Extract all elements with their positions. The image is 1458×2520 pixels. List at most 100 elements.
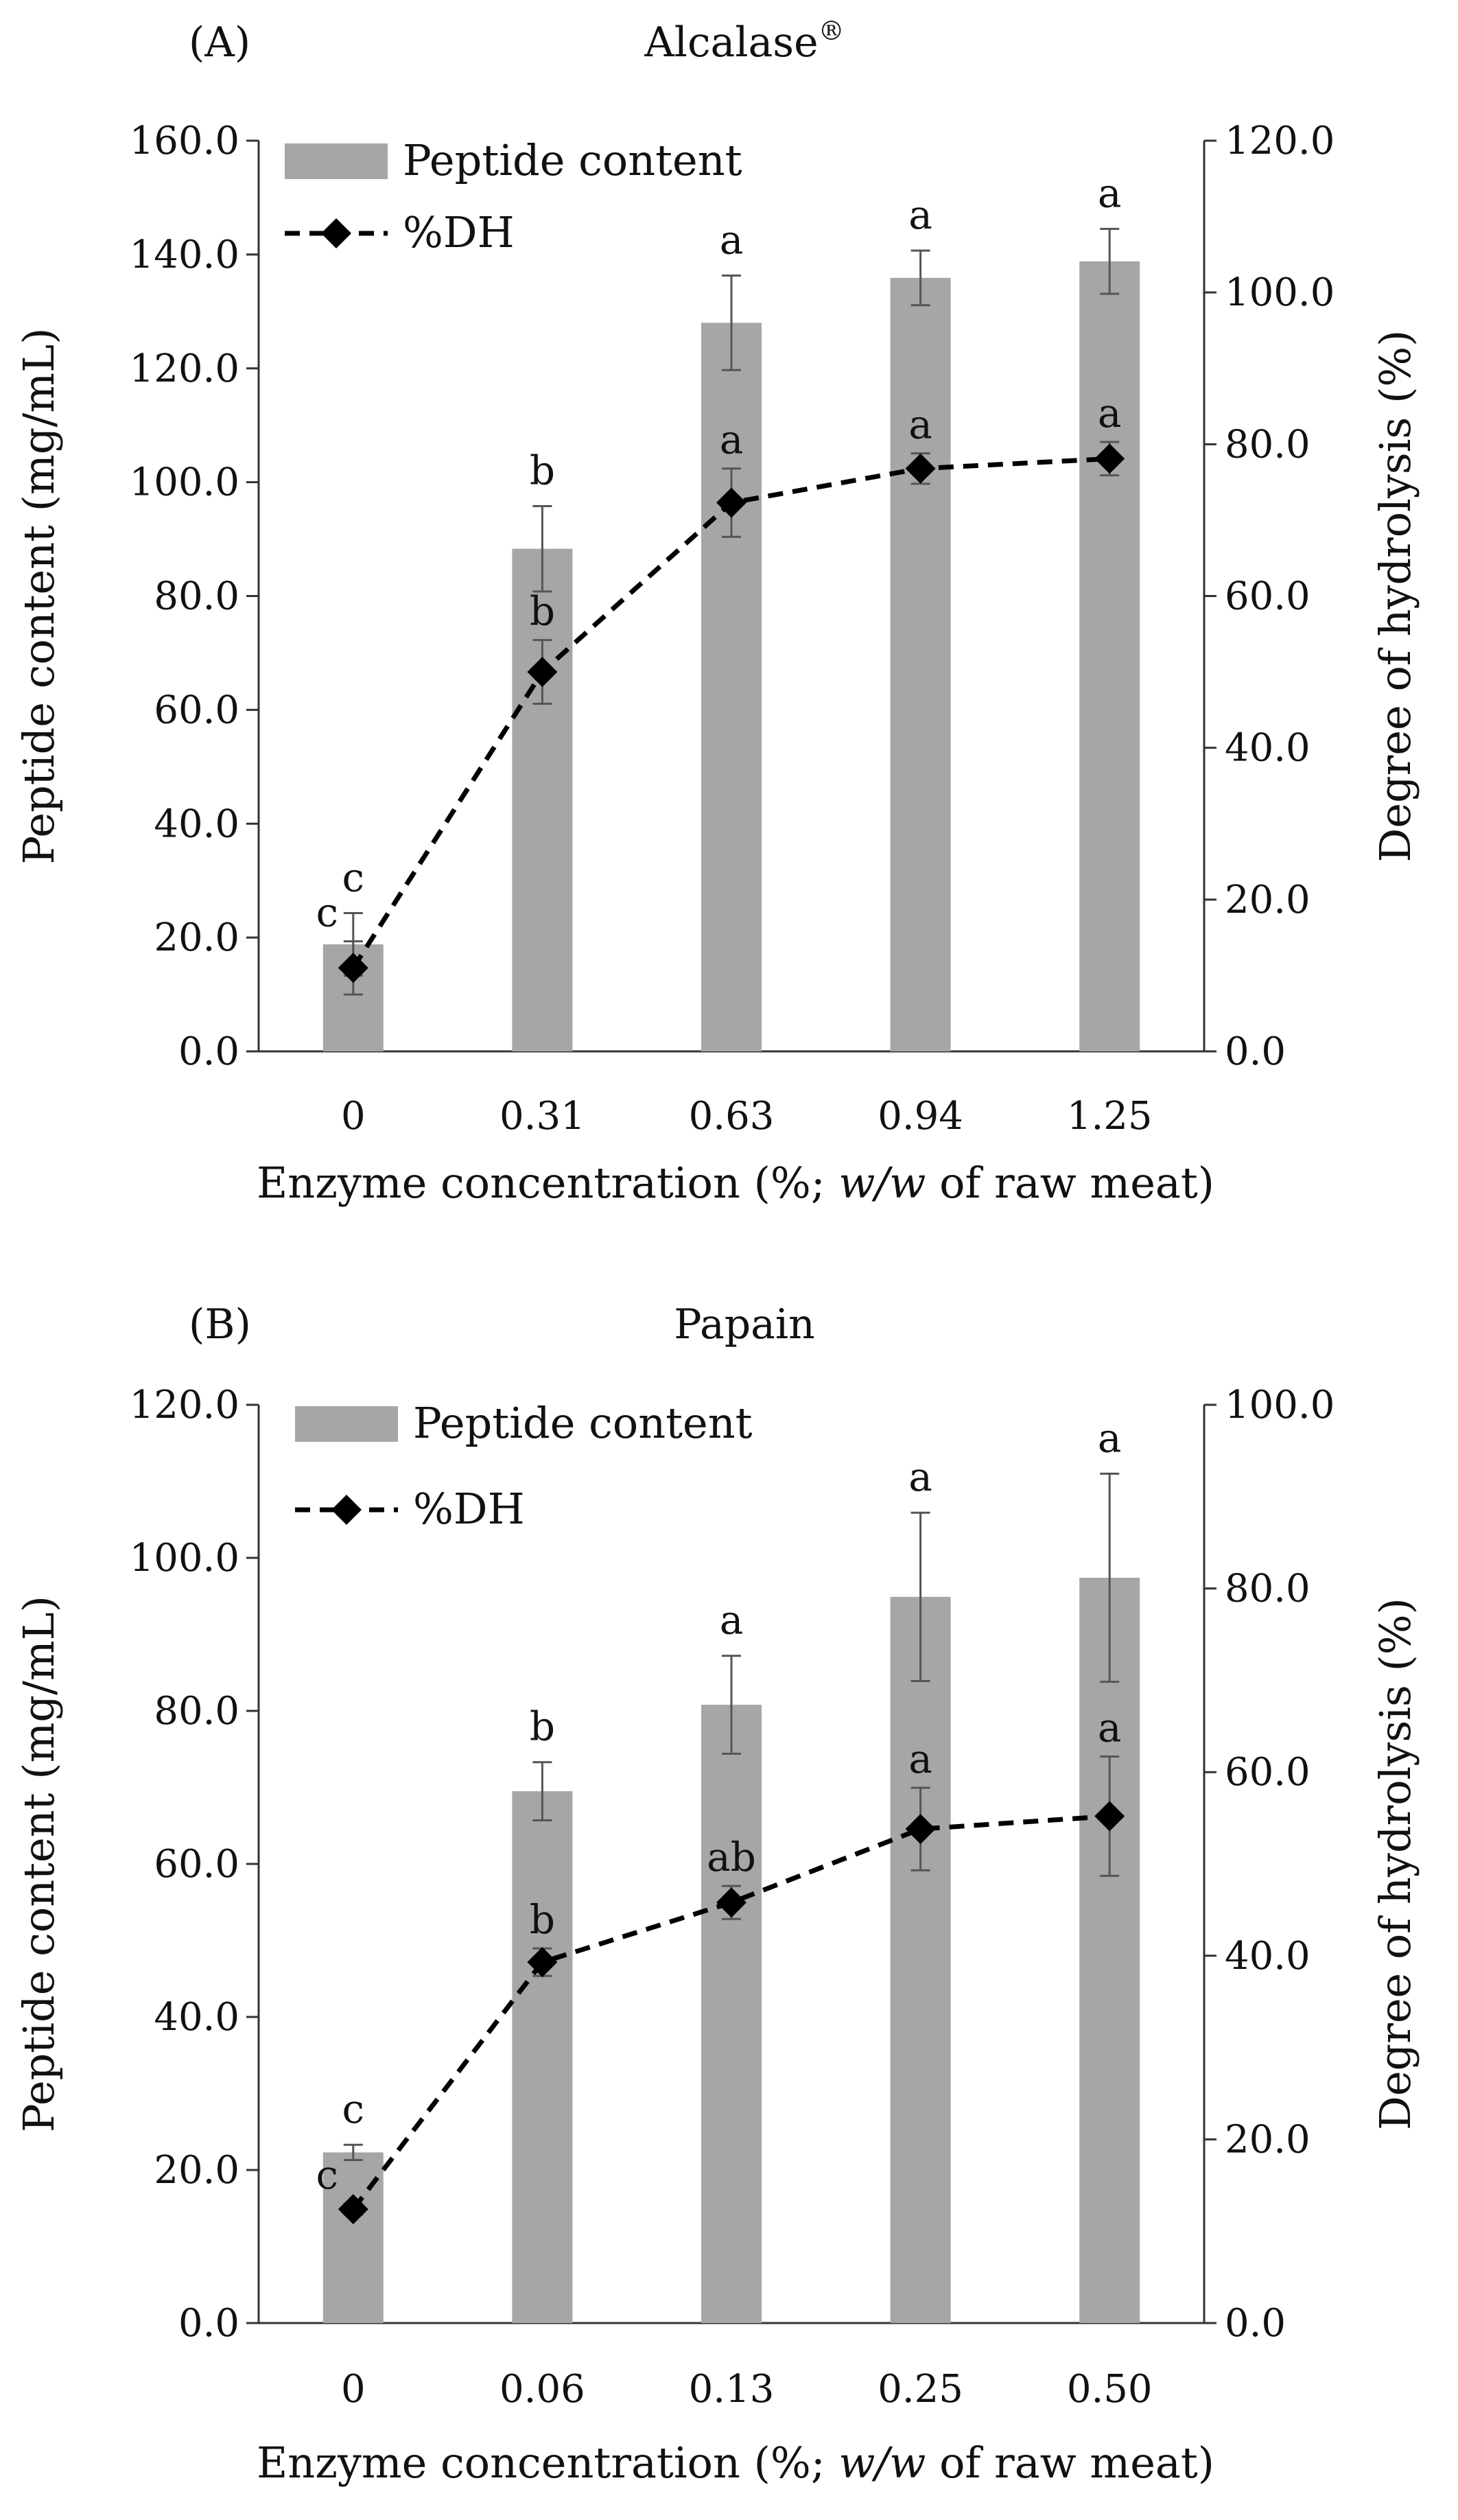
bar-significance-label: a [908, 1454, 932, 1500]
left-y-tick-label: 120.0 [130, 1383, 239, 1427]
right-y-tick-label: 80.0 [1225, 422, 1310, 467]
left-y-tick-label: 80.0 [154, 574, 239, 619]
dh-point [1094, 1801, 1125, 1832]
right-y-tick-label: 80.0 [1225, 1567, 1310, 1611]
legend-bar-label: Peptide content [413, 1398, 753, 1448]
x-axis-title-suffix: of raw meat) [926, 2438, 1214, 2488]
left-y-tick-label: 60.0 [154, 1842, 239, 1887]
bar [701, 1705, 762, 2323]
dh-significance-label: a [720, 417, 744, 463]
left-y-tick-label: 100.0 [130, 460, 239, 505]
dh-point [527, 657, 558, 688]
left-y-tick-label: 100.0 [130, 1536, 239, 1580]
dh-point [338, 953, 368, 983]
x-tick-label: 0.06 [499, 2367, 585, 2412]
left-y-tick-label: 160.0 [130, 119, 239, 163]
bar [512, 1791, 573, 2323]
x-axis-title-italic: w/w [838, 1158, 926, 1208]
y-axis-title: Peptide content (mg/mL) [14, 1596, 64, 2132]
bar-significance-label: a [1098, 170, 1122, 217]
right-y-tick-label: 120.0 [1225, 119, 1334, 163]
legend-line-marker [331, 1495, 362, 1525]
bar-significance-label: a [908, 191, 932, 238]
right-y-tick-label: 100.0 [1225, 1383, 1334, 1427]
left-y-tick-label: 40.0 [154, 802, 239, 846]
y2-axis-title: Degree of hydrolysis (%) [1370, 1598, 1420, 2130]
left-y-tick-label: 0.0 [178, 2301, 239, 2346]
bar-significance-label: b [530, 1703, 555, 1750]
dh-point [905, 1814, 936, 1845]
dh-significance-label: c [316, 889, 338, 936]
x-tick-label: 0.94 [878, 1094, 963, 1139]
dh-point [905, 453, 936, 484]
right-y-tick-label: 60.0 [1225, 1750, 1310, 1795]
right-y-tick-label: 40.0 [1225, 726, 1310, 771]
dh-point [716, 487, 746, 518]
dh-point [527, 1947, 558, 1978]
bar [701, 323, 762, 1051]
left-y-tick-label: 0.0 [178, 1029, 239, 1074]
bar [512, 548, 573, 1051]
legend-line-marker [321, 218, 351, 248]
x-axis-title: Enzyme concentration (%; w/w of raw meat… [257, 2438, 1214, 2488]
y2-axis-title: Degree of hydrolysis (%) [1370, 330, 1420, 863]
left-y-tick-label: 20.0 [154, 2148, 239, 2193]
x-tick-label: 0 [341, 1094, 366, 1139]
left-y-tick-label: 60.0 [154, 688, 239, 732]
panel-title: Papain [674, 1300, 814, 1349]
right-y-tick-label: 60.0 [1225, 574, 1310, 619]
x-tick-label: 0.25 [878, 2367, 963, 2412]
bar-significance-label: a [720, 217, 744, 264]
right-y-tick-label: 20.0 [1225, 878, 1310, 922]
dh-point [338, 2194, 368, 2225]
x-tick-label: 0 [341, 2367, 366, 2412]
x-tick-label: 0.13 [689, 2367, 775, 2412]
legend: Peptide content %DH [285, 135, 742, 257]
left-y-tick-label: 140.0 [130, 233, 239, 277]
right-y-tick-label: 40.0 [1225, 1934, 1310, 1979]
bar-significance-label: c [342, 2086, 364, 2132]
x-axis-title-suffix: of raw meat) [926, 1158, 1214, 1208]
x-tick-label: 0.63 [689, 1094, 775, 1139]
legend-bar-swatch [295, 1406, 398, 1442]
bar [890, 1596, 951, 2323]
dh-significance-label: ab [707, 1834, 756, 1880]
legend-bar-swatch [285, 143, 388, 179]
bar-significance-label: c [342, 854, 364, 900]
left-y-tick-label: 40.0 [154, 1995, 239, 2040]
dh-significance-label: a [908, 401, 932, 448]
dh-significance-label: c [316, 2151, 338, 2198]
panel-letter: (A) [189, 19, 250, 67]
bar [1079, 1577, 1140, 2323]
x-axis-title: Enzyme concentration (%; w/w of raw meat… [257, 1158, 1214, 1208]
bar-significance-label: a [720, 1597, 744, 1644]
bar-significance-label: b [530, 447, 555, 493]
bar [1079, 261, 1140, 1051]
x-tick-label: 0.31 [499, 1094, 585, 1139]
left-y-tick-label: 120.0 [130, 347, 239, 391]
dh-significance-label: b [530, 588, 555, 635]
dh-point [1094, 443, 1125, 474]
legend: Peptide content %DH [295, 1398, 753, 1534]
left-y-tick-label: 80.0 [154, 1689, 239, 1734]
y-axis-title: Peptide content (mg/mL) [14, 328, 64, 865]
panel-title: Alcalase® [644, 16, 844, 67]
right-y-tick-label: 0.0 [1225, 2301, 1286, 2346]
dh-point [716, 1887, 746, 1918]
dh-significance-label: b [530, 1896, 555, 1943]
dh-significance-label: a [1098, 390, 1122, 436]
bar [890, 277, 951, 1051]
x-tick-label: 0.50 [1067, 2367, 1153, 2412]
right-y-tick-label: 0.0 [1225, 1029, 1286, 1074]
left-y-tick-label: 20.0 [154, 915, 239, 960]
x-axis-title-italic: w/w [838, 2438, 926, 2488]
chart-panel-a: (A) Alcalase® 0.0 20.0 40.0 60.0 80.0 100.0 120.… [14, 16, 1420, 1208]
bar-significance-label: a [1098, 1414, 1122, 1461]
chart-panel-b: (B) Papain 0.0 20.0 40.0 60.0 80.0 100.0 120.0 0.… [14, 1300, 1420, 2488]
registered-mark: ® [819, 16, 845, 46]
dh-significance-label: a [1098, 1704, 1122, 1751]
panel-letter: (B) [189, 1300, 251, 1349]
legend-line-label: %DH [403, 207, 515, 257]
